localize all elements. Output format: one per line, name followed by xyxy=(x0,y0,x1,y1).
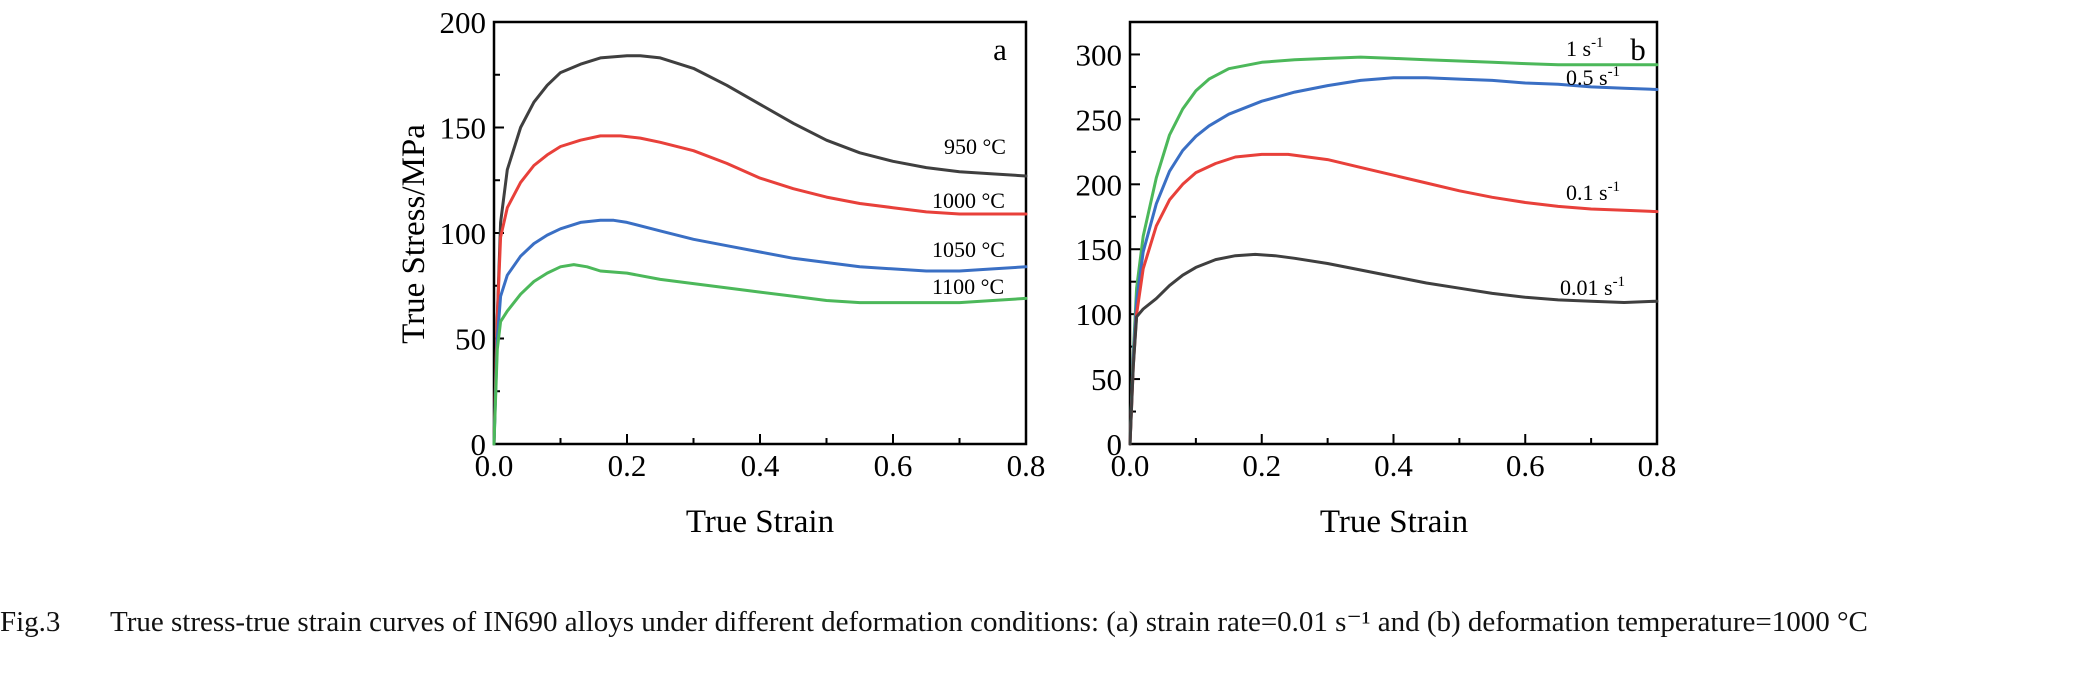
curve-label-950: 950 °C xyxy=(944,134,1006,159)
series-line-b-0 xyxy=(1128,55,1659,446)
x-tick-label-b-2: 0.4 xyxy=(1374,448,1413,483)
series-line-b-2 xyxy=(1128,152,1659,446)
series-line-b-3 xyxy=(1128,252,1659,446)
x-axis-title-b: True Strain xyxy=(1320,504,1468,540)
x-tick-label-b-0: 0.0 xyxy=(1111,448,1150,483)
curve-label-0.1s: 0.1 s-1 xyxy=(1566,179,1620,205)
y-tick-label-b-2: 100 xyxy=(1076,297,1123,332)
curve-label-0.5s-base: 0.5 s xyxy=(1566,65,1608,90)
y-tick-label-b-6: 300 xyxy=(1076,37,1123,72)
y-tick-label-a-0: 0 xyxy=(471,427,487,462)
curve-label-0.5s-sup: -1 xyxy=(1608,64,1621,80)
x-tick-label-a-3: 0.6 xyxy=(874,448,913,483)
x-tick-label-a-4: 0.8 xyxy=(1007,448,1046,483)
x-tick-label-a-1: 0.2 xyxy=(608,448,647,483)
series-line-a-0 xyxy=(492,54,1028,446)
curves-a xyxy=(492,54,1028,446)
y-tick-label-b-3: 150 xyxy=(1076,232,1123,267)
caption-label: Fig.3 xyxy=(0,606,61,638)
curve-label-0.1s-base: 0.1 s xyxy=(1566,180,1608,205)
x-axis-title-a: True Strain xyxy=(686,504,834,540)
curve-label-1050: 1050 °C xyxy=(932,237,1005,262)
plot-area-a xyxy=(492,20,1028,446)
curve-label-0.1s-sup: -1 xyxy=(1608,179,1621,195)
y-tick-label-b-4: 200 xyxy=(1076,167,1123,202)
curve-label-1s: 1 s-1 xyxy=(1566,35,1604,61)
series-line-a-3 xyxy=(492,263,1028,446)
x-tick-label-a-2: 0.4 xyxy=(741,448,780,483)
y-tick-label-a-2: 100 xyxy=(440,216,487,251)
curve-label-0.01s: 0.01 s-1 xyxy=(1560,274,1625,300)
panel-b: 0.0 0.2 0.4 0.6 0.8 0 50 100 150 200 250 300 True S… xyxy=(1076,20,1677,540)
curve-label-0.01s-base: 0.01 s xyxy=(1560,275,1613,300)
y-tick-label-b-0: 0 xyxy=(1107,427,1123,462)
x-tick-label-a-0: 0.0 xyxy=(475,448,514,483)
curve-label-1s-base: 1 s xyxy=(1566,36,1591,61)
caption-text: True stress-true strain curves of IN690 … xyxy=(110,606,1868,638)
y-tick-label-b-1: 50 xyxy=(1091,362,1122,397)
curve-label-0.5s: 0.5 s-1 xyxy=(1566,64,1620,90)
y-tick-label-a-1: 50 xyxy=(455,322,486,357)
curve-label-1000: 1000 °C xyxy=(932,188,1005,213)
ticks-a: 0.0 0.2 0.4 0.6 0.8 0 50 100 150 200 xyxy=(440,5,1046,483)
ticks-b: 0.0 0.2 0.4 0.6 0.8 0 50 100 150 200 250 300 xyxy=(1076,21,1677,483)
y-tick-label-b-5: 250 xyxy=(1076,102,1123,137)
x-tick-label-b-1: 0.2 xyxy=(1242,448,1281,483)
curve-label-1s-sup: -1 xyxy=(1591,35,1604,51)
panel-letter-b: b xyxy=(1630,32,1646,67)
x-tick-label-b-3: 0.6 xyxy=(1506,448,1545,483)
panel-letter-a: a xyxy=(993,32,1007,67)
y-tick-label-a-3: 150 xyxy=(440,111,487,146)
y-axis-title-a: True Stress/MPa xyxy=(396,124,432,344)
x-tick-label-b-4: 0.8 xyxy=(1638,448,1677,483)
curves-b xyxy=(1128,55,1659,446)
curve-label-1100: 1100 °C xyxy=(932,274,1004,299)
series-line-a-1 xyxy=(492,134,1028,446)
curve-label-0.01s-sup: -1 xyxy=(1613,274,1626,290)
series-line-b-1 xyxy=(1128,76,1659,446)
y-tick-label-a-4: 200 xyxy=(440,5,487,40)
series-line-a-2 xyxy=(492,218,1028,446)
